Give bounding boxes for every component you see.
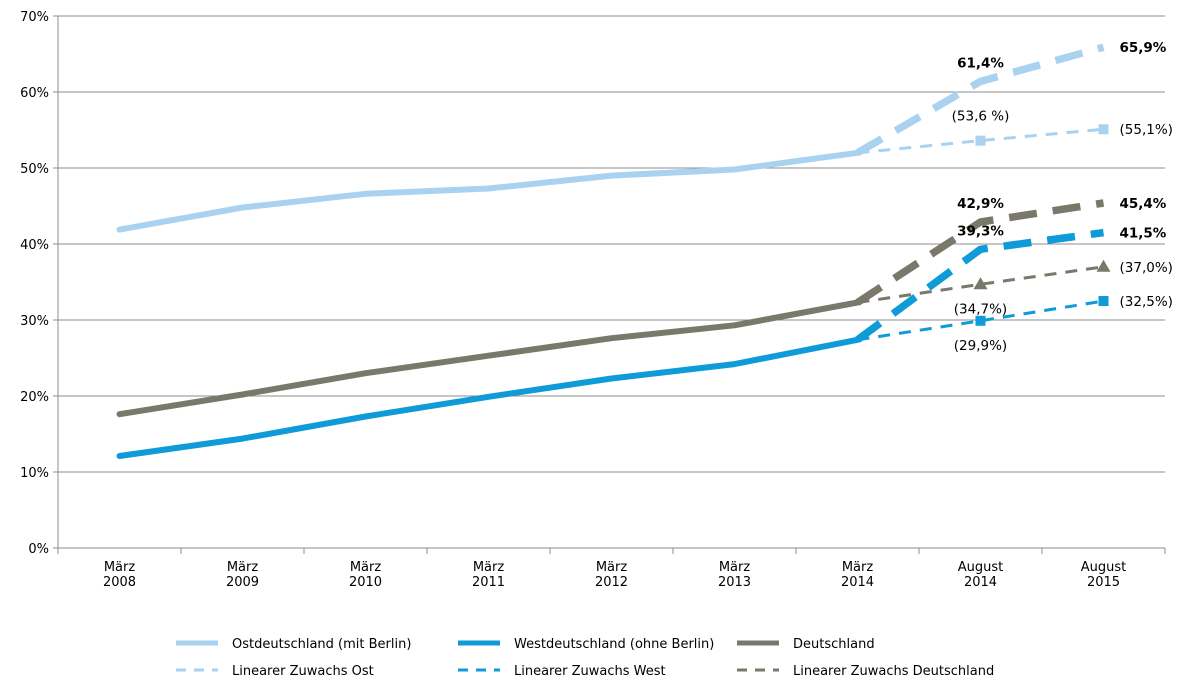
x-tick-label-line: 2010 bbox=[349, 575, 382, 590]
series-lines bbox=[116, 43, 1105, 459]
data-label: (53,6 %) bbox=[952, 109, 1010, 125]
data-label: (32,5%) bbox=[1120, 294, 1173, 310]
data-point-marker bbox=[975, 315, 986, 326]
x-tick-label-line: März bbox=[719, 560, 751, 575]
x-tick-label-line: März bbox=[350, 560, 382, 575]
x-tick-label-line: 2015 bbox=[1087, 575, 1120, 590]
y-tick-label: 70% bbox=[20, 10, 49, 25]
data-label: 45,4% bbox=[1120, 196, 1167, 212]
x-tick-label: März 2013 bbox=[718, 560, 751, 590]
data-label: 65,9% bbox=[1120, 40, 1167, 56]
y-axis-tick-labels: 0% 10% 20% 30% 40% 50% 60% 70% bbox=[20, 10, 49, 557]
y-tick-label: 20% bbox=[20, 390, 49, 405]
axes bbox=[53, 15, 1166, 554]
data-point-marker bbox=[975, 135, 986, 146]
x-tick-label: März 2012 bbox=[595, 560, 628, 590]
series-line-projection-3 bbox=[855, 43, 1105, 157]
y-tick-label: 0% bbox=[28, 542, 49, 557]
x-tick-label: August 2015 bbox=[1081, 560, 1127, 590]
data-label: (34,7%) bbox=[954, 301, 1007, 317]
y-tick-label: 50% bbox=[20, 162, 49, 177]
data-point-marker bbox=[973, 277, 988, 290]
x-tick-label-line: August bbox=[1081, 560, 1127, 575]
gridlines bbox=[58, 15, 1165, 473]
x-tick-label: März 2011 bbox=[472, 560, 505, 590]
x-tick-label-line: 2012 bbox=[595, 575, 628, 590]
series-line-projection-4 bbox=[855, 228, 1105, 343]
legend-label-deutschland: Deutschland bbox=[793, 637, 875, 652]
data-label: 39,3% bbox=[957, 223, 1004, 239]
data-label: 42,9% bbox=[957, 196, 1004, 212]
x-tick-label: März 2009 bbox=[226, 560, 259, 590]
series-line-deutschland bbox=[116, 299, 861, 418]
legend: Ostdeutschland (mit Berlin) Westdeutschla… bbox=[176, 637, 994, 679]
x-tick-label-line: August bbox=[958, 560, 1004, 575]
x-tick-label-line: März bbox=[473, 560, 505, 575]
data-label: (29,9%) bbox=[954, 338, 1007, 354]
x-tick-label: März 2008 bbox=[103, 560, 136, 590]
legend-label-linearer-zuwachs-ost: Linearer Zuwachs Ost bbox=[232, 664, 374, 679]
legend-label-westdeutschland-ohne-berlin: Westdeutschland (ohne Berlin) bbox=[514, 637, 714, 652]
data-labels: 61,4% 65,9% (53,6 %) (55,1%) 42,9% 45,4% 41,5%… bbox=[952, 40, 1173, 354]
y-tick-label: 30% bbox=[20, 314, 49, 329]
x-tick-label-line: März bbox=[842, 560, 874, 575]
legend-label-ostdeutschland-mit-berlin: Ostdeutschland (mit Berlin) bbox=[232, 637, 411, 652]
x-tick-label-line: 2014 bbox=[964, 575, 997, 590]
x-tick-label-line: 2009 bbox=[226, 575, 259, 590]
series-line-projection-5 bbox=[855, 199, 1105, 306]
legend-label-linearer-zuwachs-west: Linearer Zuwachs West bbox=[514, 664, 666, 679]
x-tick-label-line: März bbox=[104, 560, 136, 575]
x-tick-label-line: 2014 bbox=[841, 575, 874, 590]
y-tick-label: 40% bbox=[20, 238, 49, 253]
data-label: 61,4% bbox=[957, 55, 1004, 71]
data-label: (55,1%) bbox=[1120, 122, 1173, 138]
data-point-marker bbox=[1096, 259, 1111, 272]
x-tick-label: August 2014 bbox=[958, 560, 1004, 590]
series-line-westdeutschland-ohne-berlin bbox=[116, 336, 861, 459]
x-tick-label: März 2014 bbox=[841, 560, 874, 590]
data-label: 41,5% bbox=[1120, 226, 1167, 242]
x-tick-label-line: März bbox=[596, 560, 628, 575]
data-point-marker bbox=[1098, 296, 1109, 306]
data-point-marker bbox=[1098, 124, 1109, 135]
legend-label-linearer-zuwachs-deutschland: Linearer Zuwachs Deutschland bbox=[793, 664, 994, 679]
x-tick-label-line: 2011 bbox=[472, 575, 505, 590]
x-tick-label-line: 2013 bbox=[718, 575, 751, 590]
y-tick-label: 60% bbox=[20, 86, 49, 101]
x-tick-label-line: März bbox=[227, 560, 259, 575]
y-tick-label: 10% bbox=[20, 466, 49, 481]
x-tick-label-line: 2008 bbox=[103, 575, 136, 590]
series-markers bbox=[973, 124, 1111, 326]
x-tick-label: März 2010 bbox=[349, 560, 382, 590]
series-line-ostdeutschland-mit-berlin bbox=[116, 149, 861, 233]
data-label: (37,0%) bbox=[1120, 260, 1173, 276]
